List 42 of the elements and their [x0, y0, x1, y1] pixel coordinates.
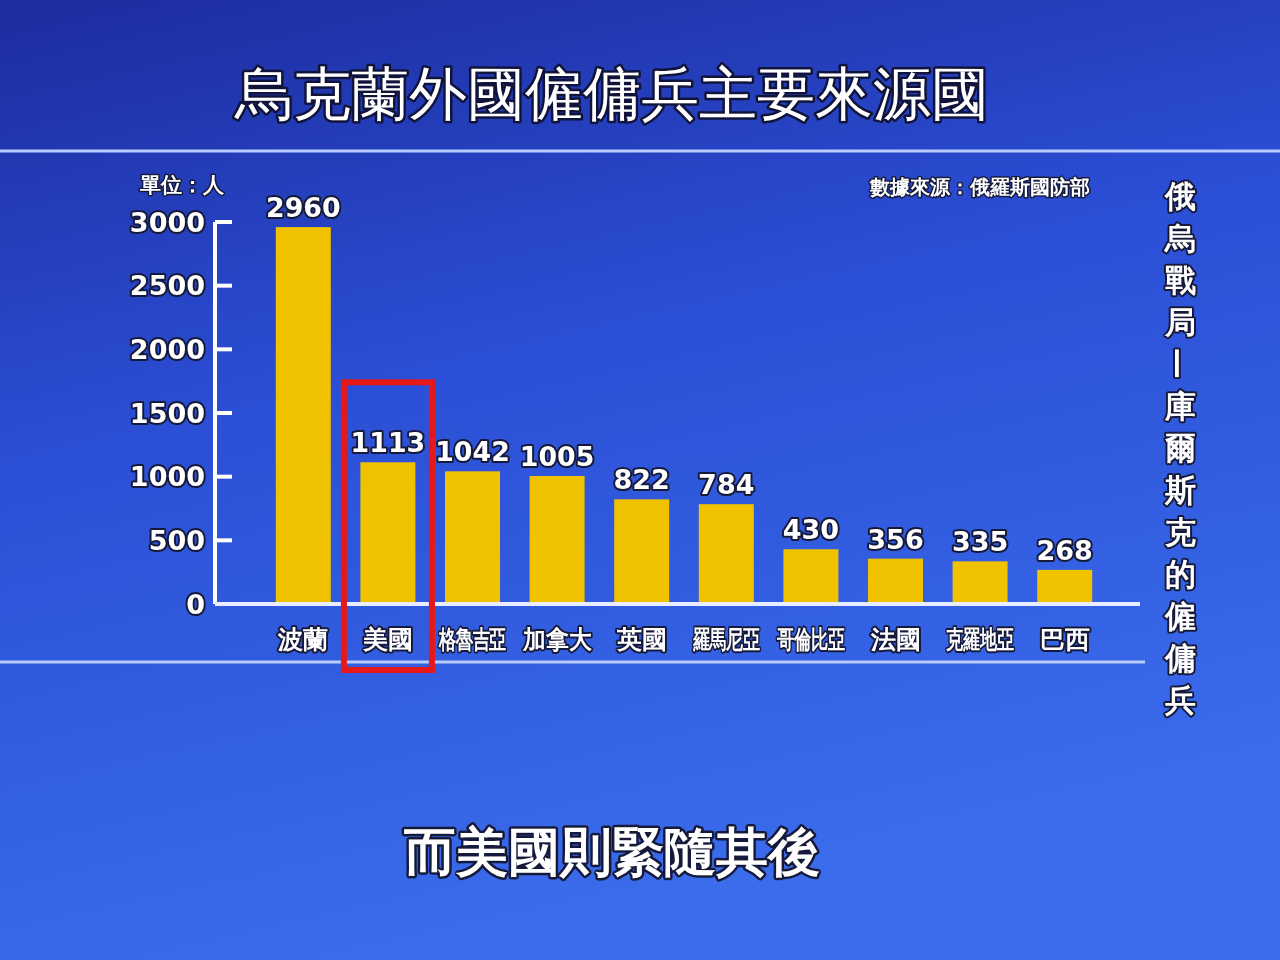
bar: [783, 549, 839, 604]
data-label: 1113: [350, 427, 426, 459]
x-tick-label: 英國: [615, 625, 667, 654]
y-tick-label: 0: [186, 588, 205, 620]
y-tick-label: 1000: [129, 461, 205, 493]
x-tick-label: 法國: [869, 625, 921, 654]
y-tick-label: 500: [148, 524, 205, 556]
bar: [1037, 569, 1093, 604]
bar: [445, 471, 500, 604]
y-tick-label: 1500: [129, 397, 205, 429]
x-tick-label: 美國: [361, 625, 413, 654]
bar: [698, 504, 754, 604]
data-label: 822: [613, 464, 670, 496]
y-tick-label: 2500: [129, 270, 205, 302]
data-label: 784: [698, 469, 755, 501]
bar: [275, 227, 331, 604]
data-label: 356: [867, 523, 924, 555]
chart-title: 烏克蘭外國僱傭兵主要來源國: [234, 60, 989, 128]
data-label: 1042: [435, 436, 510, 468]
x-tick-label: 格魯吉亞: [438, 624, 507, 654]
y-axis-title: 單位：人: [139, 173, 225, 197]
x-tick-label: 巴西: [1039, 625, 1090, 654]
data-label: 335: [951, 526, 1009, 558]
text: 而美國則緊隨其後: [404, 822, 820, 882]
data-label: 1005: [519, 440, 595, 473]
data-label: 268: [1036, 534, 1093, 566]
y-tick-label: 2000: [129, 333, 205, 365]
bar: [868, 558, 923, 604]
x-tick-label: 哥倫比亞: [776, 624, 845, 654]
y-tick-label: 3000: [129, 206, 205, 238]
bar: [952, 561, 1008, 604]
data-label: 2960: [266, 192, 341, 224]
bar: [614, 499, 670, 604]
data-label: 430: [782, 514, 840, 546]
text: 俄烏戰局—庫爾斯克的僱傭兵: [1162, 178, 1199, 718]
x-tick-label: 加拿大: [521, 625, 593, 655]
x-tick-label: 波蘭: [277, 625, 329, 654]
text: 數據來源：俄羅斯國防部: [869, 175, 1090, 199]
x-tick-label: 克羅地亞: [945, 624, 1014, 654]
x-tick-label: 羅馬尼亞: [691, 624, 760, 654]
bar: [529, 476, 585, 604]
bar: [360, 462, 416, 604]
